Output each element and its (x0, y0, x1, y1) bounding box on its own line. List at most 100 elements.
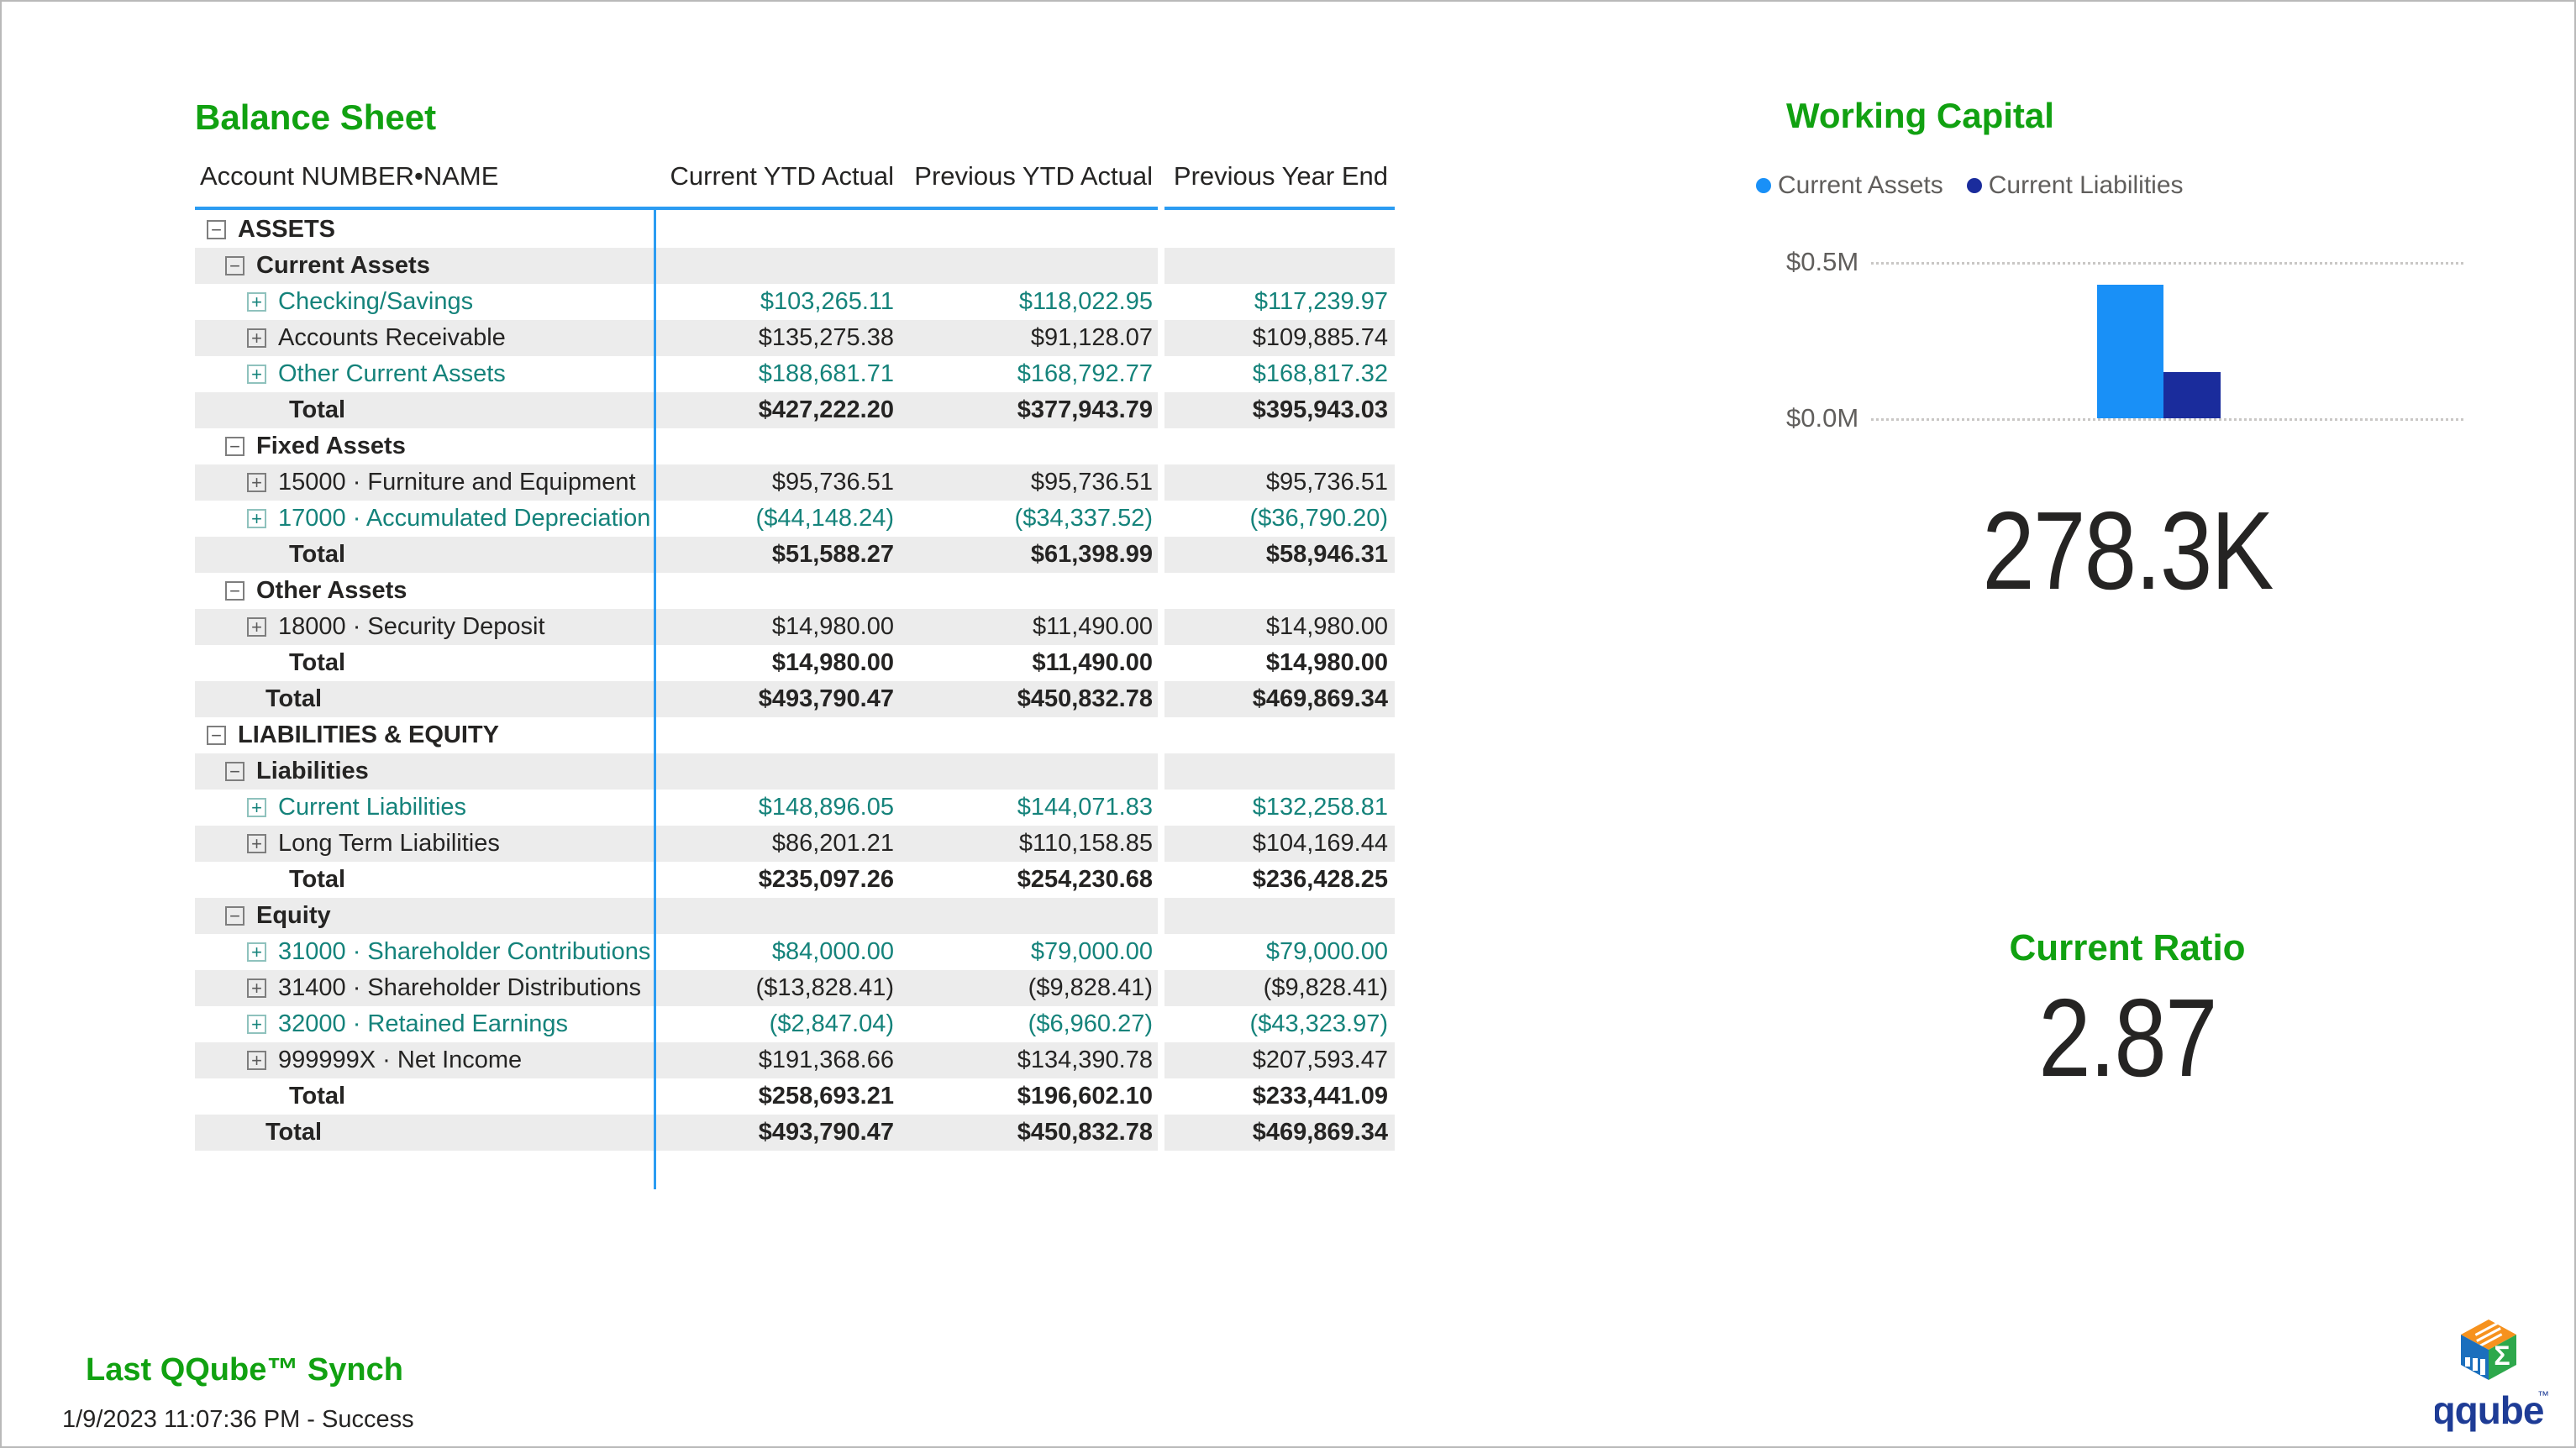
table-row[interactable]: − Fixed Assets (195, 428, 1395, 464)
previous-year-end-value: $132,258.81 (1252, 794, 1388, 821)
account-name[interactable]: Equity (256, 902, 331, 929)
account-name[interactable]: Other Current Assets (278, 360, 506, 387)
table-row[interactable]: + Long Term Liabilities $86,201.21 $110,… (195, 826, 1395, 862)
table-row[interactable]: − Other Assets (195, 573, 1395, 609)
table-row[interactable]: − ASSETS (195, 212, 1395, 248)
table-row[interactable]: + 32000 · Retained Earnings ($2,847.04) … (195, 1006, 1395, 1042)
expand-collapse-icon[interactable]: + (247, 978, 266, 998)
table-row[interactable]: + Current Liabilities $148,896.05 $144,0… (195, 790, 1395, 826)
expand-collapse-icon[interactable]: + (247, 834, 266, 853)
table-row[interactable]: Total $427,222.20 $377,943.79 $395,943.0… (195, 392, 1395, 428)
account-name[interactable]: Long Term Liabilities (278, 830, 500, 857)
table-row[interactable]: + Accounts Receivable $135,275.38 $91,12… (195, 320, 1395, 356)
previous-year-end-value: $58,946.31 (1265, 541, 1388, 568)
previous-ytd-value: ($34,337.52) (1014, 505, 1153, 532)
table-row[interactable]: + 17000 · Accumulated Depreciation ($44,… (195, 501, 1395, 537)
table-row[interactable]: Total $258,693.21 $196,602.10 $233,441.0… (195, 1078, 1395, 1115)
expand-collapse-icon[interactable]: − (225, 256, 244, 275)
previous-year-end-value: $109,885.74 (1252, 324, 1388, 351)
expand-collapse-icon[interactable]: + (247, 798, 266, 817)
bar-current-assets[interactable] (2097, 285, 2163, 418)
table-row[interactable]: − Equity (195, 898, 1395, 934)
account-name[interactable]: 31400 · Shareholder Distributions (278, 974, 642, 1001)
table-row[interactable]: − Liabilities (195, 753, 1395, 790)
expand-collapse-icon[interactable]: + (247, 328, 266, 348)
account-name[interactable]: LIABILITIES & EQUITY (238, 721, 499, 748)
account-name[interactable]: Total (289, 1083, 346, 1110)
table-row[interactable]: Total $14,980.00 $11,490.00 $14,980.00 (195, 645, 1395, 681)
expand-collapse-icon[interactable]: − (207, 726, 226, 745)
expand-collapse-icon[interactable]: + (247, 473, 266, 492)
account-name[interactable]: Other Assets (256, 577, 407, 604)
account-name[interactable]: Total (289, 396, 346, 423)
legend-item-current-assets[interactable]: Current Assets (1756, 171, 1943, 200)
current-ytd-value: $427,222.20 (758, 396, 894, 423)
account-name[interactable]: Liabilities (256, 758, 369, 784)
account-name[interactable]: 15000 · Furniture and Equipment (278, 469, 636, 496)
expand-collapse-icon[interactable]: − (225, 437, 244, 456)
expand-collapse-icon[interactable]: − (225, 906, 244, 926)
previous-year-end-value: $95,736.51 (1265, 469, 1388, 496)
table-row[interactable]: + 31400 · Shareholder Distributions ($13… (195, 970, 1395, 1006)
account-name[interactable]: Current Assets (256, 252, 430, 279)
current-ytd-value: $86,201.21 (771, 830, 894, 857)
expand-collapse-icon[interactable]: + (247, 617, 266, 637)
table-row[interactable]: + Other Current Assets $188,681.71 $168,… (195, 356, 1395, 392)
column-separator (1158, 207, 1164, 1151)
column-header-account[interactable]: Account NUMBER•NAME (200, 161, 499, 191)
table-row[interactable]: − Current Assets (195, 248, 1395, 284)
table-row[interactable]: Total $493,790.47 $450,832.78 $469,869.3… (195, 681, 1395, 717)
previous-ytd-value: $95,736.51 (1030, 469, 1153, 496)
account-name[interactable]: Accounts Receivable (278, 324, 506, 351)
expand-collapse-icon[interactable]: + (247, 509, 266, 528)
expand-collapse-icon[interactable]: + (247, 1015, 266, 1034)
account-name[interactable]: 32000 · Retained Earnings (278, 1010, 569, 1037)
account-name[interactable]: Checking/Savings (278, 288, 474, 315)
account-name[interactable]: Current Liabilities (278, 794, 467, 821)
account-name[interactable]: Total (289, 866, 346, 893)
legend-label: Current Liabilities (1988, 171, 2184, 199)
working-capital-kpi: 278.3K (1982, 489, 2274, 612)
header-divider (195, 207, 1395, 210)
table-row[interactable]: + 15000 · Furniture and Equipment $95,73… (195, 464, 1395, 501)
previous-ytd-value: $254,230.68 (1017, 866, 1153, 893)
previous-ytd-value: $110,158.85 (1018, 830, 1153, 857)
account-name[interactable]: Total (265, 1119, 323, 1146)
expand-collapse-icon[interactable]: + (247, 1051, 266, 1070)
gridline-top (1871, 262, 2463, 265)
account-name[interactable]: 31000 · Shareholder Contributions (278, 938, 651, 965)
account-name[interactable]: 999999X · Net Income (278, 1047, 523, 1073)
table-row[interactable]: + 18000 · Security Deposit $14,980.00 $1… (195, 609, 1395, 645)
expand-collapse-icon[interactable]: − (207, 220, 226, 239)
column-header-current-ytd[interactable]: Current YTD Actual (670, 161, 894, 191)
account-name[interactable]: Total (289, 649, 346, 676)
table-row[interactable]: Total $493,790.47 $450,832.78 $469,869.3… (195, 1115, 1395, 1151)
legend-item-current-liabilities[interactable]: Current Liabilities (1966, 171, 2184, 200)
expand-collapse-icon[interactable]: + (247, 365, 266, 384)
account-name[interactable]: Total (289, 541, 346, 568)
account-name[interactable]: 18000 · Security Deposit (278, 613, 545, 640)
table-row[interactable]: + Checking/Savings $103,265.11 $118,022.… (195, 284, 1395, 320)
table-row[interactable]: + 999999X · Net Income $191,368.66 $134,… (195, 1042, 1395, 1078)
account-name[interactable]: ASSETS (238, 216, 336, 243)
current-ytd-value: $493,790.47 (758, 685, 894, 712)
table-row[interactable]: Total $235,097.26 $254,230.68 $236,428.2… (195, 862, 1395, 898)
name-column-divider (654, 207, 656, 1189)
expand-collapse-icon[interactable]: + (247, 942, 266, 962)
current-ytd-value: $135,275.38 (758, 324, 894, 351)
expand-collapse-icon[interactable]: − (225, 581, 244, 601)
bar-current-liabilities[interactable] (2163, 372, 2221, 418)
account-name[interactable]: Fixed Assets (256, 433, 406, 459)
column-header-previous-year-end[interactable]: Previous Year End (1173, 161, 1388, 191)
expand-collapse-icon[interactable]: − (225, 762, 244, 781)
table-row[interactable]: Total $51,588.27 $61,398.99 $58,946.31 (195, 537, 1395, 573)
column-header-previous-ytd[interactable]: Previous YTD Actual (914, 161, 1153, 191)
previous-year-end-value: ($36,790.20) (1249, 505, 1388, 532)
table-row[interactable]: − LIABILITIES & EQUITY (195, 717, 1395, 753)
account-name[interactable]: Total (265, 685, 323, 712)
current-ytd-value: ($13,828.41) (755, 974, 894, 1001)
account-name[interactable]: 17000 · Accumulated Depreciation (278, 505, 651, 532)
expand-collapse-icon[interactable]: + (247, 292, 266, 312)
table-row[interactable]: + 31000 · Shareholder Contributions $84,… (195, 934, 1395, 970)
